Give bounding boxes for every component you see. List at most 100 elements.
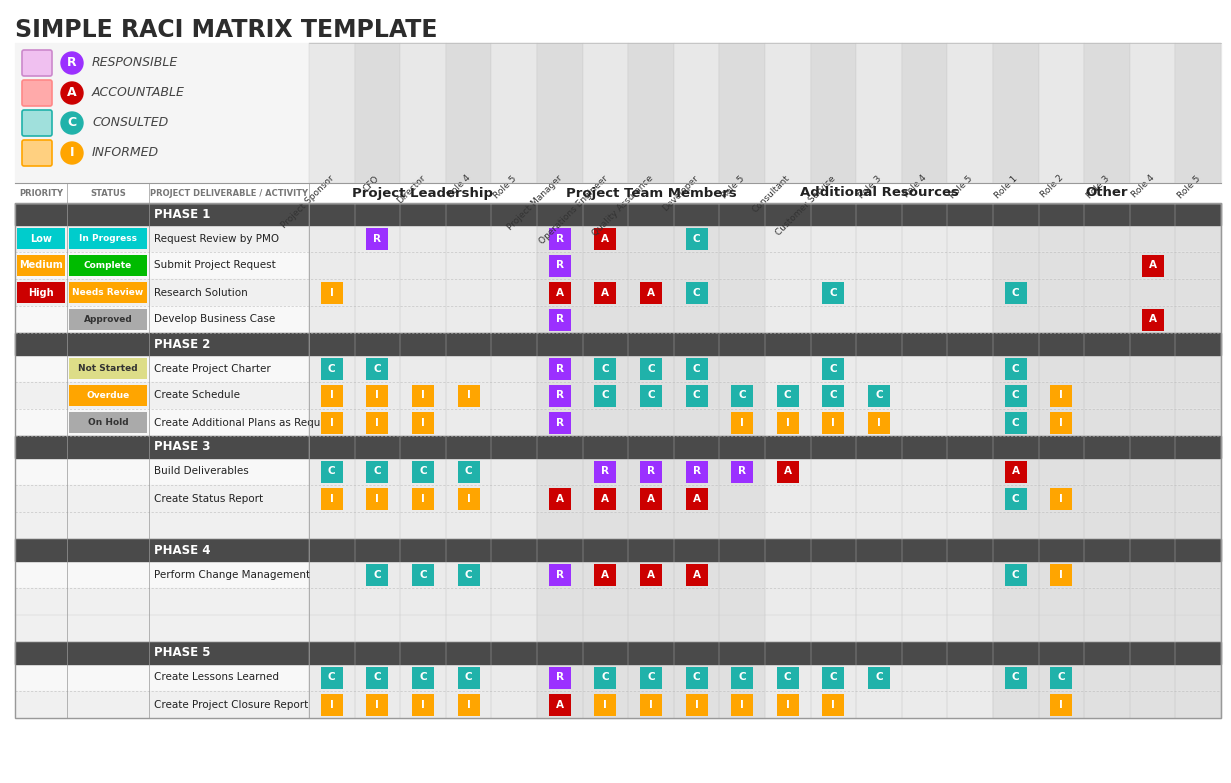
Text: C: C — [1012, 287, 1019, 298]
Text: I: I — [421, 493, 425, 503]
Text: A: A — [693, 569, 700, 579]
Text: Create Lessons Learned: Create Lessons Learned — [154, 673, 279, 683]
Text: I: I — [740, 699, 744, 709]
Bar — [595, 460, 617, 482]
Bar — [367, 384, 389, 406]
Bar — [993, 485, 1221, 512]
Bar — [309, 306, 537, 333]
Text: Research Solution: Research Solution — [154, 287, 247, 298]
Bar — [309, 225, 537, 252]
Bar — [595, 282, 617, 304]
Text: I: I — [467, 699, 470, 709]
Bar — [15, 512, 1221, 539]
Text: Project Sponsor: Project Sponsor — [279, 174, 336, 230]
Circle shape — [62, 82, 82, 104]
Bar — [412, 412, 435, 434]
Circle shape — [62, 112, 82, 134]
Text: STATUS: STATUS — [90, 189, 126, 197]
Text: C: C — [739, 673, 746, 683]
Bar — [549, 384, 571, 406]
Bar — [367, 228, 389, 250]
Text: A: A — [556, 287, 564, 298]
Text: Approved: Approved — [84, 315, 133, 324]
Text: I: I — [330, 417, 334, 428]
Text: Medium: Medium — [20, 261, 63, 270]
Bar — [640, 358, 662, 380]
Bar — [367, 358, 389, 380]
Bar — [69, 358, 146, 379]
Bar — [15, 355, 1221, 382]
Bar — [1004, 666, 1027, 688]
Text: C: C — [830, 287, 837, 298]
Bar — [15, 436, 1221, 458]
Bar — [993, 382, 1221, 409]
Text: A: A — [693, 493, 700, 503]
Text: R: R — [648, 467, 655, 477]
Text: I: I — [375, 417, 379, 428]
Text: R: R — [556, 261, 564, 270]
Circle shape — [62, 142, 82, 164]
Text: A: A — [68, 86, 76, 99]
Bar — [412, 666, 435, 688]
Text: C: C — [693, 673, 700, 683]
Text: Customer Service: Customer Service — [774, 174, 837, 237]
Text: C: C — [420, 467, 427, 477]
Text: Operations Engineer: Operations Engineer — [537, 174, 609, 246]
Bar — [400, 43, 446, 183]
Bar — [537, 664, 764, 691]
Bar — [69, 385, 146, 406]
Text: Role 4: Role 4 — [447, 174, 473, 200]
Bar — [537, 382, 764, 409]
Bar — [15, 615, 1221, 642]
Text: Additional Resources: Additional Resources — [800, 186, 959, 200]
Text: I: I — [1060, 391, 1064, 400]
Text: I: I — [467, 493, 470, 503]
Text: C: C — [373, 363, 382, 373]
Bar — [549, 488, 571, 510]
Text: Role 1: Role 1 — [993, 174, 1019, 200]
Text: R: R — [373, 233, 382, 244]
Bar — [764, 458, 993, 485]
Bar — [321, 488, 342, 510]
Bar — [1141, 254, 1163, 276]
Bar — [764, 382, 993, 409]
Bar — [686, 460, 708, 482]
Bar — [993, 409, 1221, 436]
Text: I: I — [1060, 699, 1064, 709]
Text: C: C — [327, 363, 336, 373]
Bar — [993, 691, 1221, 718]
Text: C: C — [327, 467, 336, 477]
Bar — [17, 255, 65, 276]
Bar — [1004, 564, 1027, 586]
Bar — [640, 694, 662, 716]
Text: C: C — [1012, 391, 1019, 400]
Bar — [1004, 488, 1027, 510]
Bar — [458, 384, 480, 406]
Bar — [764, 485, 993, 512]
Bar — [1050, 488, 1072, 510]
Bar — [777, 666, 799, 688]
Text: C: C — [693, 391, 700, 400]
Text: I: I — [603, 699, 607, 709]
Bar — [15, 183, 1221, 203]
Bar — [15, 203, 1221, 225]
Bar — [549, 309, 571, 330]
Text: C: C — [465, 673, 473, 683]
Bar — [549, 412, 571, 434]
Bar — [595, 488, 617, 510]
Bar — [15, 43, 309, 183]
Bar — [321, 282, 342, 304]
Text: C: C — [875, 391, 883, 400]
Bar — [17, 228, 65, 249]
Bar — [686, 358, 708, 380]
Bar — [993, 279, 1221, 306]
Bar — [686, 666, 708, 688]
Bar — [537, 252, 764, 279]
Bar — [549, 564, 571, 586]
Bar — [1004, 282, 1027, 304]
Bar — [537, 43, 582, 183]
Text: C: C — [420, 569, 427, 579]
Text: I: I — [785, 417, 790, 428]
Bar — [15, 588, 1221, 615]
Text: PHASE 2: PHASE 2 — [154, 337, 211, 351]
